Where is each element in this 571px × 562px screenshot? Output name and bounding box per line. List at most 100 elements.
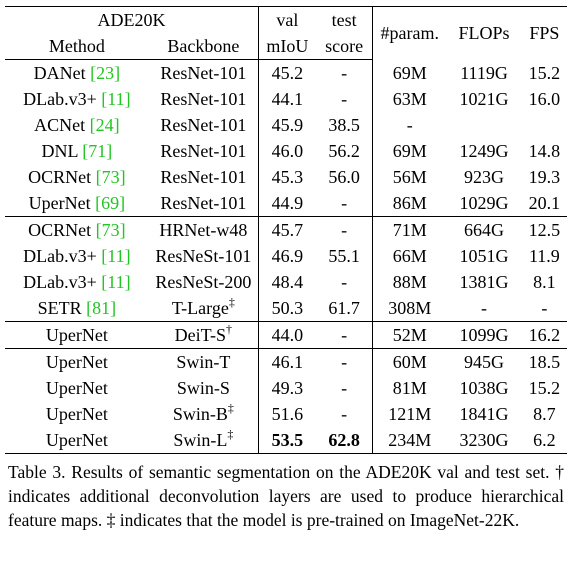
params-cell: 81M xyxy=(372,375,447,401)
backbone-cell: ResNet-101 xyxy=(149,60,259,87)
backbone-cell: ResNet-101 xyxy=(149,86,259,112)
fps-header: FPS xyxy=(521,6,567,60)
flops-cell: 1119G xyxy=(460,62,508,83)
fps-cell: - xyxy=(541,298,548,318)
method-cell: OCRNet [73] xyxy=(5,164,149,190)
method-name: DANet xyxy=(33,63,86,83)
table-row: UperNet Swin-T 46.1-60M 945G 18.5 xyxy=(5,348,567,375)
method-cell: UperNet xyxy=(5,375,149,401)
citation-link: [11] xyxy=(101,272,131,292)
method-name: UperNet xyxy=(45,352,108,372)
fps-cell: 20.1 xyxy=(528,193,561,213)
backbone-cell: ResNeSt-101 xyxy=(149,243,259,269)
test-score-cell: 56.2 xyxy=(328,141,360,161)
params-cell: 63M xyxy=(372,86,447,112)
table-row: UperNet Swin-S 49.3 - 81M 1038G 15.2 xyxy=(5,375,567,401)
params-cell: 56M xyxy=(372,164,447,190)
val-miou-cell: 46.0 xyxy=(257,138,316,164)
val-miou-cell: 45.7 xyxy=(257,216,316,243)
val-miou-cell: 46.9 xyxy=(257,243,316,269)
backbone-name: ResNet-101 xyxy=(160,167,247,187)
params-cell: 60M xyxy=(372,348,447,375)
backbone-name: T-Large xyxy=(171,298,229,318)
flops-cell: 945G xyxy=(446,348,522,375)
method-cell: UperNet xyxy=(5,401,149,427)
citation-link: [24] xyxy=(89,115,120,135)
flops-cell: 3230G xyxy=(446,427,522,454)
method-name: SETR xyxy=(37,298,82,318)
citation-link: [23] xyxy=(90,63,121,83)
backbone-cell: HRNet-w48 xyxy=(148,216,259,243)
test-score-cell: 61.7 xyxy=(328,298,360,318)
backbone-name: Swin-S xyxy=(176,378,230,398)
citation-link: [81] xyxy=(86,298,117,318)
backbone-cell: ResNeSt-200 xyxy=(149,269,259,295)
citation-link: [11] xyxy=(101,246,131,266)
params-cell: 52M xyxy=(372,321,447,349)
flops-cell: 1038G xyxy=(459,378,509,398)
fps-cell: 19.3 xyxy=(528,167,561,187)
flops-cell: 1381G xyxy=(459,272,509,292)
footnote-mark: † xyxy=(226,322,232,336)
params-header: #param. xyxy=(372,6,447,60)
footnote-mark: ‡ xyxy=(227,401,234,415)
method-name: ACNet xyxy=(34,115,86,135)
fps-cell: 8.7 xyxy=(533,404,556,424)
backbone-cell: Swin-L‡ xyxy=(148,427,259,454)
method-name: UperNet xyxy=(45,378,108,398)
test-header-bottom: score xyxy=(315,33,373,60)
backbone-name: ResNeSt-101 xyxy=(155,246,252,266)
val-miou-cell: 46.1 xyxy=(257,348,316,375)
val-miou-cell: 44.1 xyxy=(257,86,316,112)
citation-link: [71] xyxy=(82,141,113,161)
params-cell: 66M xyxy=(372,243,447,269)
citation-link: [73] xyxy=(95,167,126,187)
backbone-cell: Swin-B‡ xyxy=(149,401,259,427)
method-cell: UperNet xyxy=(5,321,149,349)
backbone-name: ResNet-101 xyxy=(160,193,247,213)
backbone-name: Swin-T xyxy=(176,352,231,372)
val-miou-cell: 44.9 xyxy=(257,190,316,217)
header-row-1: ADE20K val test #param. FLOPs FPS xyxy=(5,6,567,60)
table-row: SETR [81] T-Large‡ 50.3 61.7 308M - - xyxy=(5,295,567,322)
table-row: DLab.v3+ [11] ResNet-101 44.1 - 63M 1021G 16.0 xyxy=(5,86,567,112)
fps-cell: 8.1 xyxy=(533,272,556,292)
backbone-name: Swin-L xyxy=(173,430,228,450)
backbone-cell: Swin-T xyxy=(148,348,259,375)
table-caption: Table 3. Results of semantic segmentatio… xyxy=(8,462,564,530)
test-score-cell: - xyxy=(341,63,348,83)
method-name: DLab.v3+ xyxy=(23,246,97,266)
val-miou-cell: 51.6 xyxy=(257,401,316,427)
backbone-cell: ResNet-101 xyxy=(149,164,259,190)
test-score-cell: - xyxy=(341,89,348,109)
params-cell: 121M xyxy=(372,401,447,427)
citation-link: [11] xyxy=(101,89,131,109)
test-score-cell: 62.8 xyxy=(315,427,373,454)
method-name: DLab.v3+ xyxy=(23,89,97,109)
params-cell: 71M xyxy=(372,216,447,243)
params-cell: 86M xyxy=(372,190,447,217)
table-row: UperNet DeiT-S† 44.0-52M 1099G 16.2 xyxy=(5,321,567,349)
table-row: OCRNet [73] HRNet-w48 45.7-71M 664G 12.5 xyxy=(5,216,567,243)
flops-cell: 1249G xyxy=(459,141,509,161)
fps-cell: 11.9 xyxy=(528,246,560,266)
val-miou-cell: 44.0 xyxy=(257,321,316,349)
fps-cell: 12.5 xyxy=(521,216,567,243)
method-name: OCRNet xyxy=(28,220,92,240)
backbone-name: Swin-B xyxy=(172,404,228,424)
table-row: DANet [23] ResNet-101 45.2 - 69M 1119G 15.2 xyxy=(5,59,567,87)
flops-cell: 1029G xyxy=(459,193,509,213)
test-score-cell: - xyxy=(315,321,373,349)
val-miou-cell: 53.5 xyxy=(257,427,316,454)
test-header-top: test xyxy=(315,6,373,33)
test-score-cell: 38.5 xyxy=(328,115,360,135)
table-row: UperNet Swin-B‡ 51.6-121M 1841G 8.7 xyxy=(5,401,567,427)
fps-cell: 16.0 xyxy=(528,89,561,109)
method-cell: DLab.v3+ [11] xyxy=(5,269,149,295)
fps-cell: 15.2 xyxy=(528,378,561,398)
backbone-cell: T-Large‡ xyxy=(149,295,259,322)
backbone-cell: DeiT-S† xyxy=(148,321,259,349)
val-miou-cell: 49.3 xyxy=(257,375,316,401)
fps-cell xyxy=(522,112,567,138)
params-cell: 234M xyxy=(372,427,447,454)
